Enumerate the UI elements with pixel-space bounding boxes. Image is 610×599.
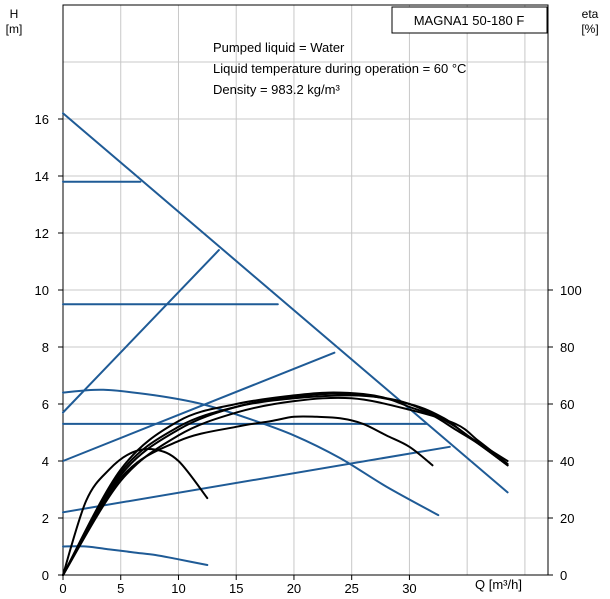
annotation-temperature: Liquid temperature during operation = 60… [213, 61, 466, 76]
efficiency-curve-13 [62, 396, 509, 576]
y-right-label-name: eta [582, 7, 599, 21]
head-curve-0 [62, 112, 509, 494]
y-left-tick-label: 4 [42, 454, 49, 469]
y-left-tick-label: 8 [42, 340, 49, 355]
x-tick-label: 25 [344, 581, 358, 596]
y-left-tick-label: 14 [35, 169, 49, 184]
y-left-tick-label: 10 [35, 283, 49, 298]
y-left-label-name: H [10, 7, 19, 21]
x-tick-label: 30 [402, 581, 416, 596]
annotation-liquid: Pumped liquid = Water [213, 40, 345, 55]
efficiency-curve-11 [62, 394, 509, 576]
series-layer [62, 112, 509, 576]
y-right-tick-label: 0 [560, 568, 567, 583]
head-curve-6 [62, 445, 451, 514]
y-left-label-unit: [m] [6, 22, 23, 36]
efficiency-curve-10 [62, 415, 434, 576]
axis-ticks: 0 5 10 15 20 25 30 0 2 4 6 8 10 12 14 16 0 20 40 60 80 100 [35, 112, 582, 596]
y-right-tick-label: 60 [560, 397, 574, 412]
x-tick-label: 5 [117, 581, 124, 596]
y-right-tick-label: 40 [560, 454, 574, 469]
x-tick-label: 20 [287, 581, 301, 596]
head-curve-8 [62, 545, 209, 566]
head-curve-4 [62, 249, 220, 414]
y-left-tick-label: 16 [35, 112, 49, 127]
grid-lines [63, 5, 548, 575]
y-right-tick-label: 80 [560, 340, 574, 355]
title-box [391, 6, 548, 34]
head-curve-5 [62, 351, 336, 462]
annotation-density: Density = 983.2 kg/m³ [213, 82, 340, 97]
y-left-tick-label: 12 [35, 226, 49, 241]
y-right-label-unit: [%] [581, 22, 598, 36]
x-tick-label: 0 [59, 581, 66, 596]
efficiency-curve-12 [62, 391, 509, 576]
x-axis-label: Q [m³/h] [475, 577, 522, 592]
y-left-tick-label: 0 [42, 568, 49, 583]
efficiency-curve-9 [62, 447, 209, 576]
x-tick-label: 15 [229, 581, 243, 596]
y-left-tick-label: 2 [42, 511, 49, 526]
y-right-tick-label: 100 [560, 283, 582, 298]
y-left-tick-label: 6 [42, 397, 49, 412]
head-curve-7 [62, 388, 440, 517]
x-tick-label: 10 [171, 581, 185, 596]
chart-title: MAGNA1 50-180 F [414, 13, 525, 28]
y-right-tick-label: 20 [560, 511, 574, 526]
efficiency-curve-14 [62, 392, 509, 576]
